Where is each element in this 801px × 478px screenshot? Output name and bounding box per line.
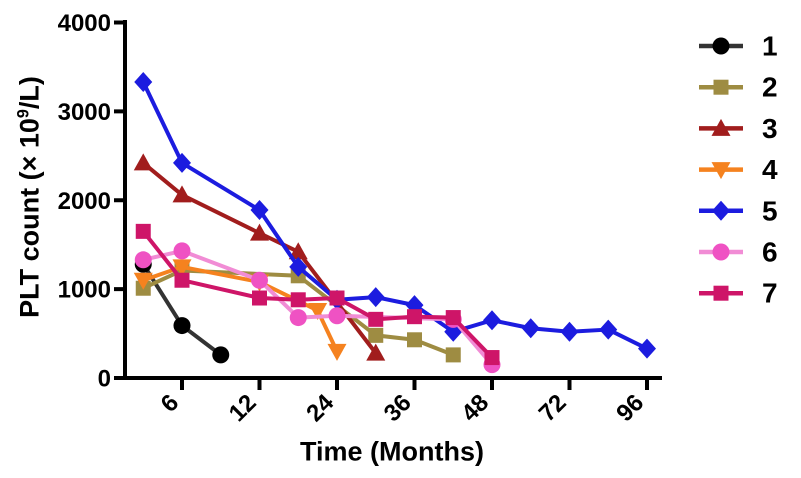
data-point-marker bbox=[445, 347, 461, 363]
data-point-marker bbox=[134, 251, 152, 269]
data-point-marker bbox=[133, 153, 153, 171]
legend-item-7: 7 bbox=[699, 278, 778, 309]
data-point-marker bbox=[521, 318, 540, 339]
legend-label-7: 7 bbox=[762, 278, 778, 309]
data-point-marker bbox=[174, 272, 190, 288]
data-point-marker bbox=[289, 256, 308, 277]
x-tick-label: 6 bbox=[156, 389, 185, 418]
legend-item-1: 1 bbox=[699, 31, 778, 62]
data-point-marker bbox=[252, 290, 267, 306]
data-point-marker bbox=[407, 309, 422, 325]
data-point-marker bbox=[368, 311, 384, 327]
data-point-marker bbox=[289, 309, 307, 327]
series-7 bbox=[135, 223, 500, 366]
data-point-marker bbox=[599, 319, 618, 340]
data-point-marker bbox=[368, 327, 384, 343]
data-point-marker bbox=[173, 242, 191, 260]
legend: 1 2 3 4 5 6 7 bbox=[699, 31, 778, 309]
x-tick-label: 12 bbox=[224, 389, 262, 427]
data-point-marker bbox=[712, 37, 730, 55]
x-axis-label: Time (Months) bbox=[300, 436, 484, 467]
y-axis-label-superscript: 9 bbox=[14, 109, 33, 119]
y-axis-label: PLT count (× 109/L) bbox=[15, 76, 46, 318]
y-tick-label: 3000 bbox=[58, 99, 111, 126]
y-axis-label-text: PLT count (× 10 bbox=[14, 118, 45, 318]
data-point-marker bbox=[560, 321, 579, 342]
data-point-marker bbox=[172, 259, 192, 277]
data-point-marker bbox=[173, 317, 191, 335]
data-point-marker bbox=[329, 290, 345, 306]
data-point-marker bbox=[212, 346, 230, 364]
legend-label-3: 3 bbox=[762, 113, 778, 144]
series-7-line bbox=[141, 229, 494, 360]
y-tick-label: 4000 bbox=[58, 10, 111, 37]
data-point-marker bbox=[327, 343, 347, 361]
data-point-marker bbox=[711, 162, 731, 180]
y-tick-label: 1000 bbox=[58, 277, 111, 304]
data-point-marker bbox=[713, 285, 729, 301]
series-5-line bbox=[141, 80, 649, 351]
data-point-marker bbox=[445, 310, 461, 326]
y-axis-label-suffix: /L) bbox=[14, 76, 45, 110]
y-tick-label: 2000 bbox=[58, 188, 111, 215]
data-point-marker bbox=[711, 118, 731, 136]
data-point-marker bbox=[308, 302, 328, 320]
legend-item-4: 4 bbox=[699, 154, 778, 185]
x-tick-label: 72 bbox=[534, 389, 572, 427]
y-tick-label: 0 bbox=[98, 366, 111, 393]
data-point-marker bbox=[713, 79, 729, 95]
axes: 0 1000 2000 3000 4000 6 12 24 36 48 72 96 bbox=[58, 10, 662, 427]
x-tick-label: 48 bbox=[456, 389, 494, 427]
legend-item-3: 3 bbox=[699, 113, 778, 144]
data-point-marker bbox=[484, 350, 500, 366]
data-point-marker bbox=[133, 272, 153, 290]
data-point-marker bbox=[250, 200, 269, 221]
x-tick-label: 24 bbox=[301, 389, 339, 427]
data-point-marker bbox=[366, 287, 385, 308]
x-tick-label: 36 bbox=[379, 389, 417, 427]
data-point-marker bbox=[134, 72, 153, 93]
data-point-marker bbox=[366, 343, 386, 361]
legend-label-1: 1 bbox=[762, 31, 778, 62]
data-point-marker bbox=[173, 152, 191, 173]
data-point-marker bbox=[288, 242, 308, 260]
data-point-marker bbox=[250, 223, 269, 241]
data-point-marker bbox=[290, 292, 306, 308]
legend-item-2: 2 bbox=[699, 72, 778, 103]
data-point-marker bbox=[712, 243, 730, 261]
data-point-marker bbox=[407, 332, 422, 348]
legend-item-5: 5 bbox=[699, 195, 778, 226]
data-point-marker bbox=[483, 310, 501, 331]
data-point-marker bbox=[135, 223, 151, 239]
data-point-marker bbox=[712, 200, 730, 221]
data-point-marker bbox=[251, 271, 268, 289]
x-tick-label: 96 bbox=[611, 389, 649, 427]
data-point-marker bbox=[328, 307, 346, 325]
legend-label-6: 6 bbox=[762, 237, 778, 268]
data-point-marker bbox=[638, 338, 656, 359]
legend-label-4: 4 bbox=[762, 154, 778, 185]
legend-label-5: 5 bbox=[762, 195, 778, 226]
legend-label-2: 2 bbox=[762, 72, 778, 103]
data-point-marker bbox=[172, 185, 192, 203]
legend-item-6: 6 bbox=[699, 237, 778, 268]
series-3 bbox=[133, 153, 386, 361]
